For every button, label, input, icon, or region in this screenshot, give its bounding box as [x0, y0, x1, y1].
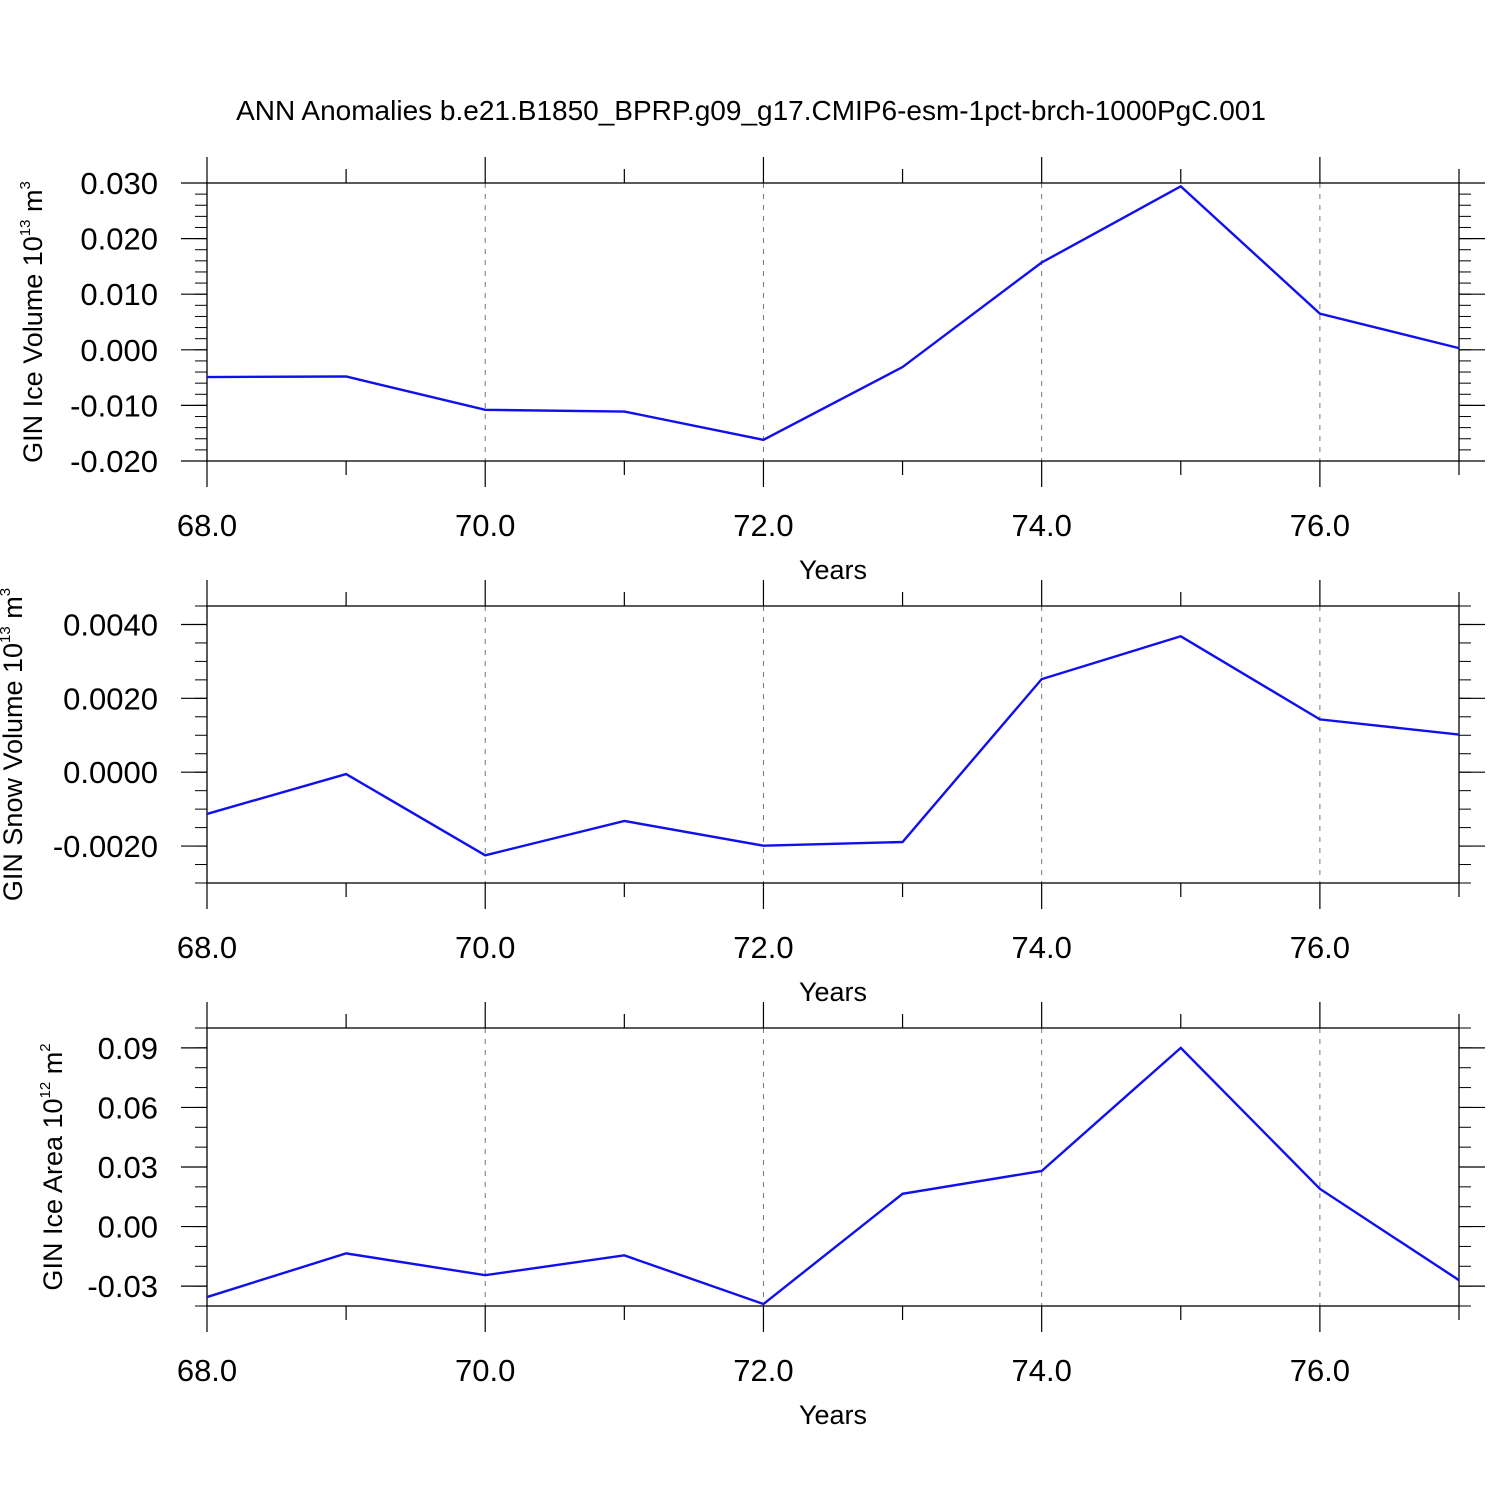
x-tick-label: 72.0 — [733, 508, 793, 543]
y-tick-label: 0.030 — [80, 166, 158, 201]
y-tick-label: 0.00 — [98, 1210, 158, 1245]
y-tick-label: -0.020 — [70, 444, 158, 479]
x-tick-label: 72.0 — [733, 1353, 793, 1388]
y-tick-label: 0.03 — [98, 1150, 158, 1185]
plot-frame — [206, 182, 1460, 462]
y-tick-label: -0.0020 — [53, 829, 158, 864]
panel-2: 68.0 70.0 72.0 74.0 76.0 -0.0020 0.0000 0.0020 0… — [0, 580, 1485, 1007]
figure-title: ANN Anomalies b.e21.B1850_BPRP.g09_g17.C… — [236, 95, 1266, 126]
x-tick-label: 74.0 — [1011, 930, 1071, 965]
y-axis-label: GIN Ice Area 1012 m2 — [37, 1043, 68, 1290]
x-tick-label: 70.0 — [455, 508, 515, 543]
x-tick-label: 74.0 — [1011, 1353, 1071, 1388]
plot-frame — [206, 1027, 1460, 1307]
plot-frame — [206, 605, 1460, 884]
x-axis-label: Years — [799, 555, 867, 585]
y-tick-label: -0.010 — [70, 388, 158, 423]
y-tick-label: 0.09 — [98, 1031, 158, 1066]
y-axis-label: GIN Snow Volume 1013 m3 — [0, 588, 28, 901]
panel-3: 68.0 70.0 72.0 74.0 76.0 -0.03 0.00 0.03 0.06 0.0… — [37, 1002, 1485, 1430]
y-tick-label: 0.06 — [98, 1090, 158, 1125]
y-tick-label: 0.0020 — [63, 681, 158, 716]
y-tick-label: 0.020 — [80, 222, 158, 257]
series-line — [206, 184, 1460, 442]
panel-1: 68.0 70.0 72.0 74.0 76.0 -0.020 -0.010 0.000 0.0… — [17, 157, 1485, 585]
series-line — [206, 1046, 1460, 1306]
y-tick-label: -0.03 — [87, 1269, 158, 1304]
series-line — [206, 634, 1460, 857]
x-tick-label: 72.0 — [733, 930, 793, 965]
y-tick-label: 0.000 — [80, 333, 158, 368]
x-tick-label: 76.0 — [1290, 1353, 1350, 1388]
x-tick-label: 68.0 — [177, 508, 237, 543]
x-tick-label: 76.0 — [1290, 930, 1350, 965]
x-axis-label: Years — [799, 1400, 867, 1430]
x-tick-label: 70.0 — [455, 930, 515, 965]
x-tick-label: 76.0 — [1290, 508, 1350, 543]
panels-group: 68.0 70.0 72.0 74.0 76.0 -0.020 -0.010 0.000 0.0… — [0, 157, 1485, 1430]
y-tick-label: 0.0000 — [63, 755, 158, 790]
y-tick-label: 0.010 — [80, 277, 158, 312]
x-axis-label: Years — [799, 977, 867, 1007]
x-tick-label: 68.0 — [177, 930, 237, 965]
x-tick-label: 68.0 — [177, 1353, 237, 1388]
y-axis-label: GIN Ice Volume 1013 m3 — [17, 181, 48, 463]
x-tick-label: 70.0 — [455, 1353, 515, 1388]
y-tick-label: 0.0040 — [63, 607, 158, 642]
x-tick-label: 74.0 — [1011, 508, 1071, 543]
